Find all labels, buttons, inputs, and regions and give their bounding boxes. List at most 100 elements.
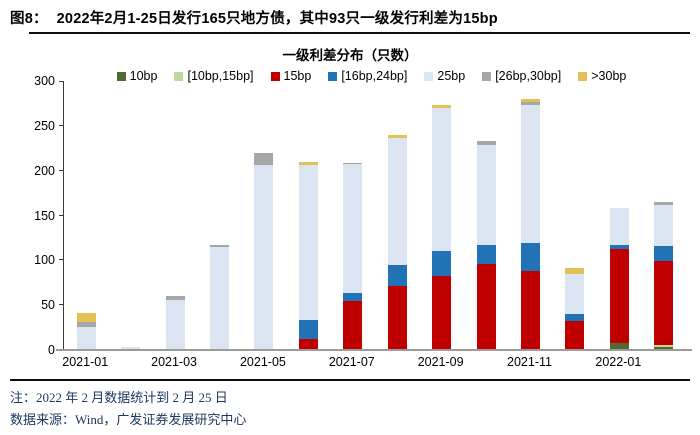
- bar-segment: [565, 321, 585, 350]
- chart-title: 一级利差分布（只数）: [282, 48, 418, 63]
- plot-area: 0 50 100 150 200 250 300: [34, 74, 686, 357]
- bar-slot: [375, 134, 419, 350]
- bar-slot: [153, 296, 197, 350]
- legend-item: 15bp: [270, 69, 312, 83]
- bar-segment: [654, 347, 674, 350]
- bar-segment: [654, 204, 674, 247]
- x-tick-label: 2021-11: [507, 355, 552, 369]
- x-axis-line: [56, 349, 692, 351]
- bar-2021-06: [298, 161, 318, 350]
- x-tick-label: 2021-07: [328, 355, 375, 369]
- legend-item: [10bp,15bp]: [174, 69, 254, 83]
- y-tick-mark: [59, 124, 64, 126]
- footnote: 注：2022 年 2 月数据统计到 2 月 25 日: [10, 390, 228, 405]
- bar-2021-01: [76, 313, 96, 350]
- bar-segment: [565, 314, 585, 322]
- source-note: 数据来源：Wind，广发证券发展研究中心: [10, 412, 247, 427]
- bar-slot: [108, 347, 152, 350]
- legend-label: >30bp: [591, 69, 627, 83]
- x-tick-label: 2021-09: [417, 355, 464, 369]
- bar-segment: [520, 98, 540, 102]
- bar-segment: [387, 134, 407, 138]
- bar-slot: [597, 208, 641, 350]
- bar-2021-04: [209, 245, 229, 350]
- bar-segment: [432, 107, 452, 252]
- bar-segment: [298, 339, 318, 350]
- y-tick-label: 200: [34, 163, 55, 178]
- figure-title-text: 2022年2月1-25日发行165只地方债，其中93只一级发行利差为15bp: [56, 11, 498, 27]
- title-divider: [29, 32, 690, 34]
- legend-item: 10bp: [116, 69, 157, 83]
- bar-slot: [419, 105, 463, 350]
- bar-segment: [76, 326, 96, 350]
- y-tick-label: 0: [48, 343, 55, 357]
- legend-swatch-icon: [270, 71, 280, 81]
- bar-segment: [298, 319, 318, 340]
- legend-label: [16bp,24bp]: [341, 69, 408, 83]
- x-tick-label: 2021-05: [239, 355, 286, 369]
- bar-segment: [654, 246, 674, 262]
- bar-segment: [609, 248, 629, 343]
- bar-2021-09: [432, 105, 452, 350]
- bar-segment: [476, 141, 496, 145]
- bar-segment: [609, 245, 629, 249]
- y-tick-label: 100: [34, 253, 55, 268]
- legend-swatch-icon: [116, 71, 126, 81]
- bar-slot: [464, 141, 508, 350]
- legend-label: 15bp: [283, 69, 312, 83]
- y-tick-mark: [59, 81, 64, 82]
- legend-item: [16bp,24bp]: [328, 69, 407, 83]
- bar-slot: [286, 161, 330, 350]
- bar-segment: [343, 292, 363, 301]
- bar-segment: [209, 246, 229, 350]
- y-tick-label: 150: [34, 208, 55, 223]
- bar-segment: [298, 165, 318, 320]
- bar-slot: [242, 152, 286, 350]
- bar-segment: [387, 137, 407, 265]
- y-tick-mark: [59, 304, 64, 306]
- bar-2022-01: [609, 208, 629, 350]
- y-tick-label: 50: [41, 298, 55, 313]
- bar-2021-03: [165, 296, 185, 350]
- bar-2021-10: [476, 141, 496, 350]
- bar-segment: [609, 208, 629, 246]
- bar-segment: [343, 162, 363, 165]
- bar-segment: [165, 296, 185, 300]
- bar-segment: [387, 286, 407, 350]
- bar-segment: [565, 267, 585, 274]
- bar-segment: [520, 243, 540, 272]
- x-axis-labels: 2021-01 2021-03 2021-05 2021-07 2021-09 2021-…: [62, 355, 685, 371]
- footer-divider: [10, 379, 690, 381]
- bar-segment: [254, 152, 274, 166]
- legend-item: >30bp: [578, 69, 626, 83]
- bar-2021-11: [520, 98, 540, 350]
- bar-segment: [654, 261, 674, 345]
- bar-2021-12: [565, 267, 585, 350]
- bar-segment: [520, 105, 540, 244]
- legend-swatch-icon: [424, 71, 434, 81]
- y-tick-label: 250: [34, 118, 55, 133]
- bar-segment: [476, 263, 496, 350]
- chart-legend: 10bp [10bp,15bp] 15bp [16bp,24bp] 25bp [26bp,…: [55, 69, 688, 83]
- bar-segment: [432, 105, 452, 108]
- y-tick-mark: [59, 259, 64, 261]
- bar-segment: [387, 264, 407, 287]
- bar-segment: [121, 347, 141, 350]
- bar-segment: [343, 300, 363, 350]
- bar-slot: [64, 313, 108, 350]
- bar-slot: [331, 162, 375, 350]
- bar-2021-05: [254, 152, 274, 350]
- bar-segment: [520, 271, 540, 350]
- bar-segment: [565, 273, 585, 315]
- bar-2021-02: [121, 347, 141, 350]
- bar-segment: [432, 276, 452, 350]
- bar-segment: [476, 144, 496, 246]
- bar-segment: [76, 313, 96, 323]
- legend-swatch-icon: [482, 71, 492, 81]
- bar-segment: [209, 245, 229, 247]
- legend-swatch-icon: [328, 71, 338, 81]
- y-tick-mark: [59, 214, 64, 216]
- bar-slot: [197, 245, 241, 350]
- bar-slot: [641, 202, 685, 350]
